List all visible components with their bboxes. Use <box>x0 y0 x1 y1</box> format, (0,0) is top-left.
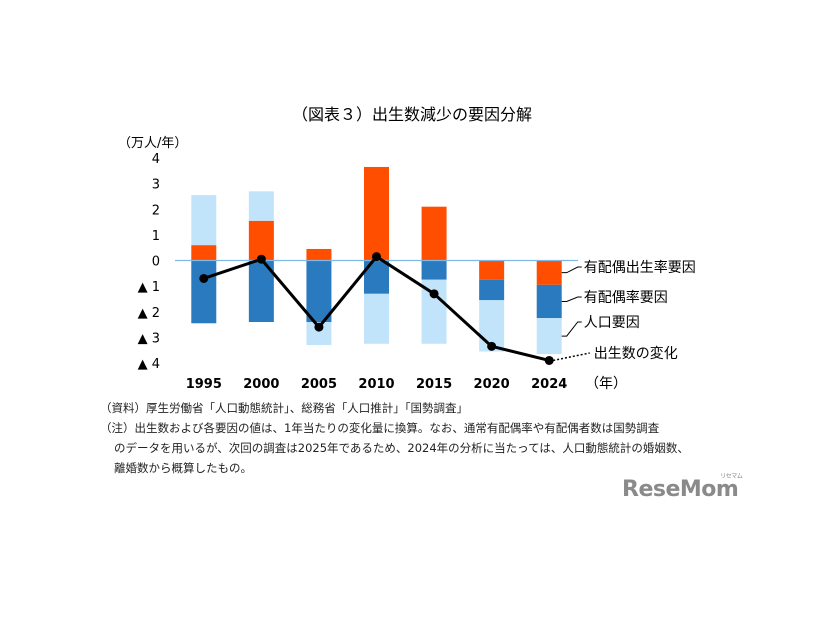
total-change-point <box>372 252 381 262</box>
total-change-point <box>544 355 554 365</box>
bar-segment <box>306 260 332 322</box>
series-label: 出生数の変化 <box>594 345 678 362</box>
source-note: （資料）厚生労働省「人口動態統計」、総務省「人口推計」「国勢調査」 <box>100 401 468 415</box>
bar-segment <box>536 284 562 319</box>
y-tick-label: 3 <box>152 178 160 193</box>
bar-segment <box>364 166 389 261</box>
bars <box>191 166 562 355</box>
logo-text: ReseMom <box>622 477 739 502</box>
bar-segment <box>248 220 274 261</box>
x-tick-label: 2010 <box>358 377 394 392</box>
bar-segment <box>536 318 562 355</box>
label-leader <box>561 296 582 302</box>
bar-segment <box>248 191 274 221</box>
series-label: 人口要因 <box>584 315 640 331</box>
bar-segment <box>421 260 447 280</box>
x-tick-label: 2020 <box>474 377 510 392</box>
y-axis-ticks: 4 3 2 1 0 ▲ 1 ▲ 2 ▲ 3 ▲ 4 <box>138 152 160 372</box>
label-leader <box>561 321 582 337</box>
y-tick-label: ▲ 1 <box>138 280 160 295</box>
x-tick-label: 2005 <box>301 377 337 392</box>
y-tick-label: ▲ 2 <box>138 306 160 321</box>
series-label: 有配偶出生率要因 <box>584 259 696 276</box>
y-tick-label: ▲ 3 <box>138 331 160 346</box>
total-change-point <box>199 273 209 283</box>
y-tick-label: 2 <box>152 203 160 218</box>
y-unit-label: （万人/年） <box>118 136 187 151</box>
line-label-leader <box>553 352 590 362</box>
bar-segment <box>191 195 217 246</box>
total-change-point <box>314 322 324 332</box>
y-tick-label: 0 <box>152 255 160 270</box>
x-tick-label: 2000 <box>243 377 279 392</box>
bar-segment <box>479 260 505 280</box>
bar-segment <box>479 279 505 301</box>
resemom-logo: ReseMom リセマム <box>622 473 743 502</box>
notes: （資料）厚生労働省「人口動態統計」、総務省「人口推計」「国勢調査」 （注）出生数… <box>100 398 740 478</box>
bar-segment <box>306 248 332 261</box>
total-change-point <box>429 289 439 299</box>
total-change-point <box>256 254 266 264</box>
bar-segment <box>306 322 332 346</box>
total-change-line <box>199 252 554 365</box>
bar-segment <box>364 293 389 344</box>
bar-segment <box>421 206 447 261</box>
x-tick-label: 2024 <box>531 377 567 392</box>
bar-segment <box>536 260 562 285</box>
chart-title: （図表３）出生数減少の要因分解 <box>292 105 532 124</box>
chart: （図表３）出生数減少の要因分解 （万人/年） 4 3 2 1 0 ▲ 1 ▲ 2 ▲ 3 ▲ 4… <box>118 105 696 392</box>
x-tick-label: 2015 <box>416 377 452 392</box>
y-tick-label: 4 <box>152 152 160 167</box>
x-axis-ticks: 1995 2000 2005 2010 2015 2020 2024 <box>186 377 568 392</box>
x-tick-label: 1995 <box>186 377 222 392</box>
bar-segment <box>191 245 217 261</box>
logo-subtext: リセマム <box>720 473 743 480</box>
y-tick-label: 1 <box>152 229 160 244</box>
note-line-1: （注）出生数および各要因の値は、1年当たりの変化量に換算。なお、通常有配偶率や有… <box>100 421 660 435</box>
total-change-point <box>487 341 497 351</box>
x-axis-unit: （年） <box>585 376 627 392</box>
series-label: 有配偶率要因 <box>584 289 668 306</box>
note-line-2: のデータを用いるが、次回の調査は2025年であるため、2024年の分析に当たって… <box>114 441 689 455</box>
note-line-3: 離婚数から概算したもの。 <box>114 461 252 475</box>
y-tick-label: ▲ 4 <box>138 357 160 372</box>
bar-segment <box>191 260 217 324</box>
label-leader <box>561 266 582 274</box>
